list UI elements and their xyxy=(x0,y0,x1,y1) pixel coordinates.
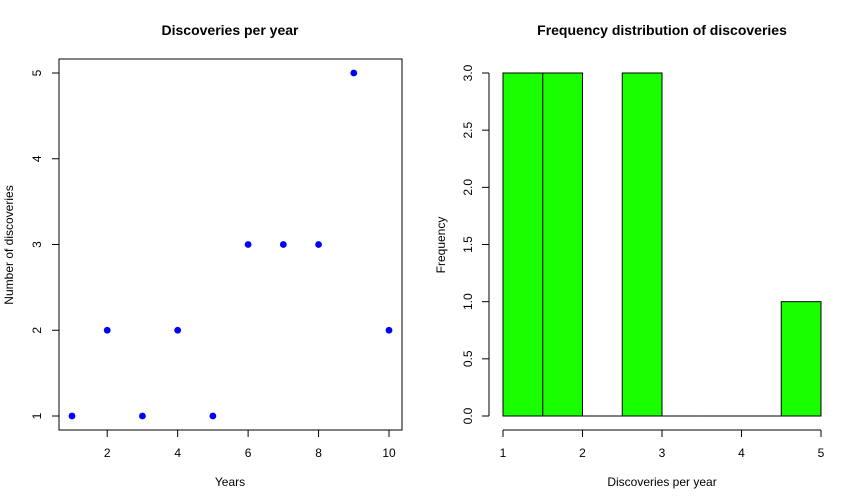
histogram-bar xyxy=(780,301,822,417)
scatter-y-axis: 1 2 3 4 5 xyxy=(30,69,59,419)
scatter-point xyxy=(209,412,217,420)
scatter-x-tick-label: 10 xyxy=(382,446,396,460)
histogram-y-tick-label: 1.0 xyxy=(461,293,475,310)
histogram-x-tick-label: 4 xyxy=(738,446,745,460)
histogram-x-tick-label: 2 xyxy=(579,446,586,460)
scatter-point xyxy=(68,412,76,420)
scatter-x-tick-label: 2 xyxy=(104,446,111,460)
histogram-bar xyxy=(621,72,663,417)
scatter-y-tick-label: 2 xyxy=(30,327,44,334)
scatter-point xyxy=(279,241,287,248)
histogram-y-tick-label: 2.0 xyxy=(461,179,475,196)
scatter-title: Discoveries per year xyxy=(162,22,300,38)
histogram-y-axis-label: Frequency xyxy=(434,217,448,274)
scatter-plot-frame xyxy=(58,58,403,431)
scatter-point xyxy=(315,241,322,248)
scatter-point xyxy=(174,326,182,334)
scatter-point xyxy=(139,412,146,420)
scatter-y-axis-label: Number of discoveries xyxy=(2,185,16,304)
histogram-y-tick-label: 3.0 xyxy=(461,64,475,81)
histogram-bar xyxy=(502,72,544,417)
histogram-panel: Frequency distribution of discoveries 1 2… xyxy=(434,22,825,489)
scatter-y-tick-label: 3 xyxy=(30,241,44,248)
scatter-x-axis: 2 4 6 8 10 xyxy=(104,430,396,460)
histogram-y-tick-label: 0.5 xyxy=(461,350,475,367)
histogram-x-tick-label: 1 xyxy=(500,446,507,460)
scatter-point xyxy=(350,69,358,77)
scatter-x-tick-label: 4 xyxy=(174,446,181,460)
histogram-bar xyxy=(542,72,583,417)
histogram-bars xyxy=(502,72,822,417)
scatter-y-tick-label: 5 xyxy=(30,69,44,76)
histogram-x-tick-label: 3 xyxy=(659,446,666,460)
histogram-y-axis: 0.0 0.5 1.0 1.5 2.0 2.5 3.0 xyxy=(461,64,490,424)
scatter-point xyxy=(244,241,252,248)
histogram-x-axis-label: Discoveries per year xyxy=(607,475,716,489)
scatter-x-axis-label: Years xyxy=(215,475,245,489)
histogram-x-tick-label: 5 xyxy=(818,446,825,460)
scatter-y-tick-label: 1 xyxy=(30,412,44,419)
histogram-y-tick-label: 2.5 xyxy=(461,122,475,139)
scatter-y-tick-label: 4 xyxy=(30,155,44,162)
scatter-x-tick-label: 8 xyxy=(315,446,322,460)
histogram-y-tick-label: 0.0 xyxy=(461,407,475,424)
scatter-point xyxy=(385,326,393,334)
histogram-y-tick-label: 1.5 xyxy=(461,236,475,253)
histogram-x-axis: 1 2 3 4 5 xyxy=(500,429,825,460)
scatter-point xyxy=(103,326,111,334)
scatter-x-tick-label: 6 xyxy=(245,446,252,460)
histogram-title: Frequency distribution of discoveries xyxy=(537,22,787,38)
scatter-points xyxy=(68,69,393,420)
